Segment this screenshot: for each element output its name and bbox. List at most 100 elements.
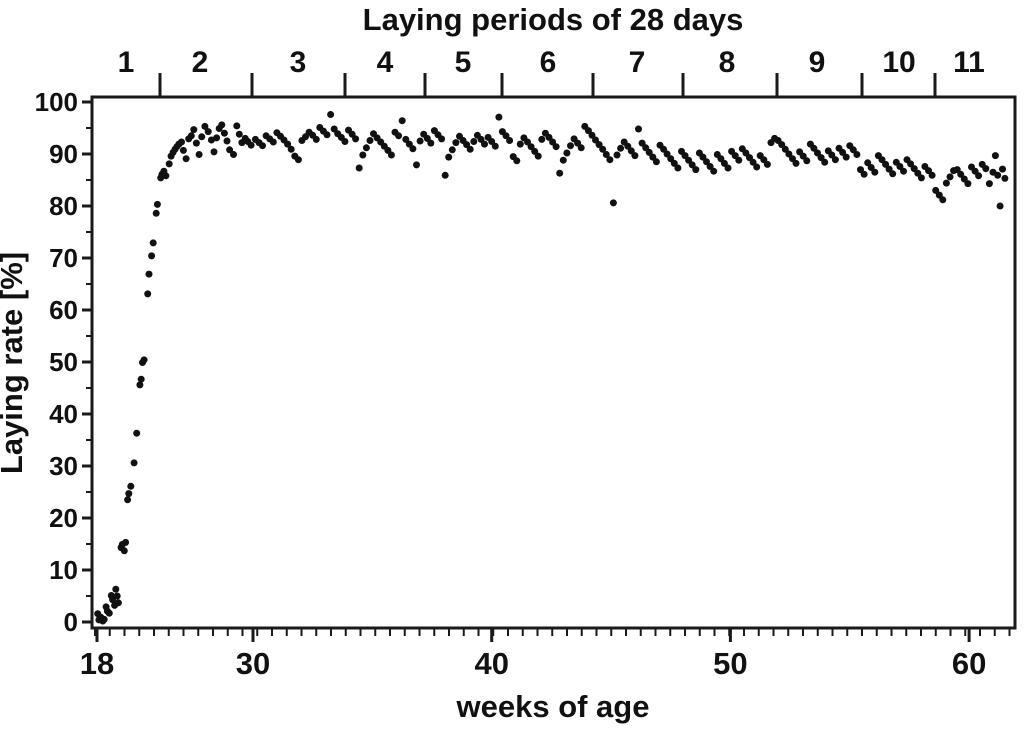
data-point bbox=[192, 139, 200, 147]
data-point bbox=[556, 169, 564, 177]
data-point bbox=[210, 148, 218, 156]
data-point bbox=[259, 142, 266, 150]
data-point bbox=[538, 135, 546, 143]
data-point bbox=[218, 121, 226, 129]
plot-frame bbox=[90, 95, 1017, 630]
data-point bbox=[204, 128, 212, 136]
data-point bbox=[182, 155, 190, 163]
data-point bbox=[466, 145, 474, 153]
data-point bbox=[355, 164, 363, 172]
data-point bbox=[609, 199, 617, 207]
data-point bbox=[438, 135, 446, 143]
y-tick-label-90: 90 bbox=[49, 139, 78, 169]
data-point bbox=[946, 173, 954, 181]
data-point bbox=[563, 149, 571, 157]
data-point bbox=[842, 153, 850, 161]
data-point bbox=[724, 164, 732, 172]
data-point bbox=[145, 270, 153, 278]
data-point bbox=[162, 172, 170, 180]
data-point bbox=[398, 117, 406, 125]
data-point bbox=[178, 138, 185, 146]
data-point bbox=[179, 146, 187, 154]
data-point bbox=[195, 151, 203, 158]
data-point bbox=[114, 599, 122, 607]
data-point bbox=[235, 130, 243, 138]
data-point bbox=[602, 151, 610, 158]
data-point bbox=[652, 158, 660, 166]
period-label-11: 11 bbox=[953, 46, 985, 79]
data-point bbox=[481, 140, 488, 148]
period-label-4: 4 bbox=[377, 46, 394, 79]
x-axis-title: weeks of age bbox=[456, 689, 650, 724]
y-tick-label-50: 50 bbox=[49, 347, 78, 377]
data-point bbox=[975, 172, 983, 180]
data-point bbox=[964, 180, 972, 188]
data-point bbox=[617, 144, 625, 152]
y-tick-label-100: 100 bbox=[35, 87, 78, 117]
data-point bbox=[735, 156, 743, 164]
data-point bbox=[889, 170, 897, 178]
data-point bbox=[871, 168, 879, 176]
data-point bbox=[362, 144, 370, 152]
data-point bbox=[860, 170, 868, 178]
data-point bbox=[327, 111, 335, 118]
data-point bbox=[452, 139, 460, 147]
data-point bbox=[105, 609, 113, 617]
data-point bbox=[559, 156, 567, 164]
data-point bbox=[991, 152, 999, 160]
data-point bbox=[124, 496, 132, 504]
y-tick-label-80: 80 bbox=[49, 191, 78, 221]
data-point bbox=[190, 126, 198, 134]
data-point bbox=[213, 134, 221, 142]
y-axis-title: Laying rate [%] bbox=[0, 252, 29, 474]
data-point bbox=[122, 538, 130, 546]
data-point bbox=[792, 159, 800, 167]
data-point bbox=[413, 161, 420, 169]
period-label-3: 3 bbox=[290, 46, 307, 79]
data-point bbox=[130, 459, 138, 467]
data-point bbox=[127, 482, 135, 490]
data-point bbox=[942, 179, 950, 187]
data-point bbox=[692, 166, 700, 174]
data-point bbox=[312, 135, 320, 143]
y-tick-label-20: 20 bbox=[49, 503, 78, 533]
x-tick-label-50: 50 bbox=[713, 646, 747, 681]
data-point bbox=[516, 140, 524, 148]
data-point bbox=[763, 160, 771, 168]
data-point bbox=[939, 196, 947, 204]
data-point bbox=[917, 174, 925, 182]
data-point bbox=[136, 381, 144, 389]
y-tick-label-0: 0 bbox=[64, 607, 78, 637]
data-point bbox=[149, 239, 157, 247]
x-axis-tick-labels: 18 30 40 50 60 bbox=[80, 646, 987, 681]
data-point bbox=[928, 171, 936, 179]
data-point bbox=[409, 145, 417, 153]
data-point bbox=[247, 141, 255, 149]
data-point bbox=[230, 151, 237, 158]
data-point bbox=[140, 356, 148, 364]
top-axis-period-labels: 1 2 3 4 5 6 7 8 9 10 11 bbox=[118, 46, 985, 79]
period-label-1: 1 bbox=[118, 46, 135, 79]
y-tick-label-40: 40 bbox=[49, 399, 78, 429]
data-point bbox=[577, 144, 585, 152]
data-point bbox=[710, 167, 718, 175]
data-point bbox=[982, 165, 990, 173]
y-tick-label-60: 60 bbox=[49, 295, 78, 325]
period-label-8: 8 bbox=[719, 46, 736, 79]
data-point bbox=[853, 151, 861, 158]
data-point bbox=[831, 156, 839, 164]
data-point bbox=[427, 139, 435, 147]
data-point bbox=[552, 143, 560, 151]
data-point bbox=[144, 290, 152, 298]
x-tick-label-18: 18 bbox=[80, 646, 114, 681]
x-tick-label-60: 60 bbox=[952, 646, 986, 681]
data-point bbox=[534, 152, 542, 160]
data-point bbox=[198, 133, 206, 141]
x-tick-label-40: 40 bbox=[474, 646, 508, 681]
data-point bbox=[821, 158, 829, 166]
data-point bbox=[599, 145, 607, 153]
data-point bbox=[1001, 174, 1009, 182]
data-point bbox=[148, 252, 156, 260]
x-axis-ticks bbox=[94, 628, 1011, 642]
